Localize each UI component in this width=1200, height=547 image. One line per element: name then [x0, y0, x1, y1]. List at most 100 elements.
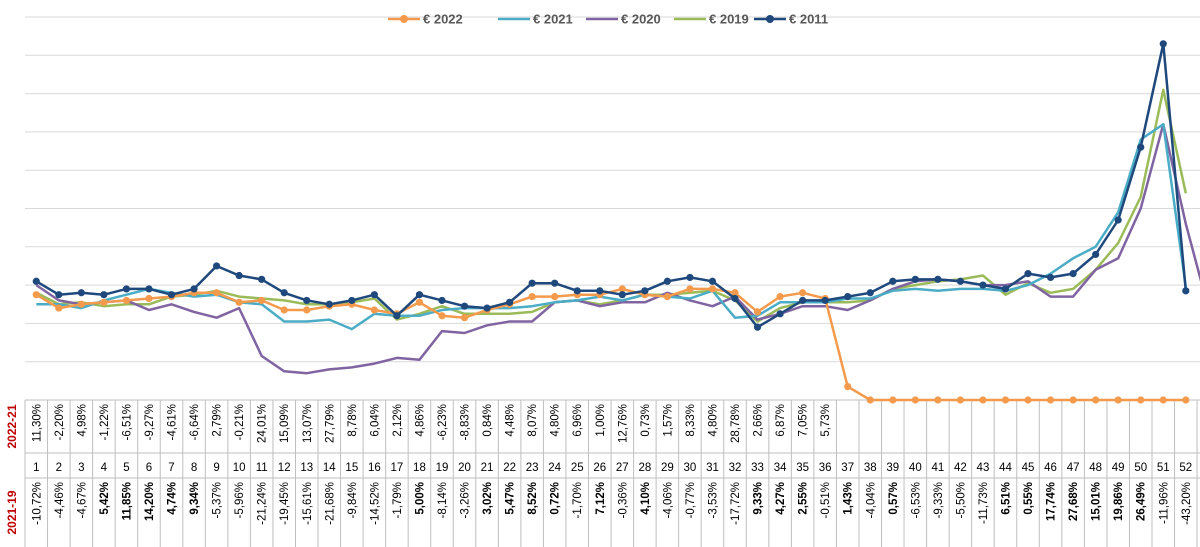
- week-label: 42: [954, 462, 967, 474]
- legend-label: € 2020: [621, 12, 661, 27]
- point-2022: [100, 298, 108, 306]
- point-2011: [821, 296, 829, 305]
- week-label: 14: [323, 462, 336, 474]
- point-2011: [641, 287, 649, 295]
- series-lines: [32, 40, 1200, 404]
- series-line-2019: [35, 88, 1188, 323]
- point-2011: [190, 285, 198, 293]
- pct-2022-21: -9,27%: [144, 404, 156, 440]
- point-2011: [911, 275, 919, 283]
- point-2011: [483, 304, 491, 312]
- point-2011: [1069, 270, 1077, 278]
- point-2011: [731, 294, 739, 303]
- pct-2022-21: 7,05%: [798, 404, 810, 437]
- pct-2021-19: -4,06%: [662, 482, 674, 518]
- point-2011: [415, 291, 424, 299]
- pct-2021-19: -3,53%: [707, 482, 719, 518]
- point-2011: [663, 277, 671, 285]
- point-2022: [1114, 396, 1122, 404]
- data-table: 2022-21 2021-19 1 11,30% -10,72% 2 -2,20% -4,46…: [5, 399, 1200, 547]
- point-2011: [1024, 270, 1032, 278]
- pct-2022-21: 4,98%: [76, 404, 88, 437]
- pct-2021-19: -9,84%: [347, 482, 359, 518]
- pct-2021-19: -15,61%: [302, 482, 314, 525]
- point-2022: [911, 396, 919, 404]
- pct-2021-19: -1,79%: [392, 482, 404, 518]
- point-2011: [460, 302, 469, 310]
- week-label: 22: [503, 462, 516, 474]
- week-label: 48: [1089, 462, 1102, 474]
- week-label: 6: [146, 462, 152, 474]
- legend-marker: [766, 15, 774, 23]
- point-2022: [799, 289, 807, 297]
- pct-2021-19: -5,37%: [212, 482, 224, 518]
- week-label: 11: [256, 462, 268, 474]
- point-2022: [280, 306, 288, 314]
- point-2022: [979, 396, 987, 404]
- week-label: 2: [56, 462, 62, 474]
- point-2022: [708, 285, 717, 293]
- point-2022: [686, 285, 694, 293]
- point-2022: [889, 396, 897, 404]
- point-2022: [866, 396, 874, 404]
- point-2011: [258, 275, 266, 283]
- pct-2022-21: 1,00%: [595, 404, 607, 437]
- point-2022: [618, 285, 626, 293]
- week-label: 4: [101, 462, 108, 474]
- week-label: 36: [819, 462, 832, 474]
- pct-2022-21: 4,80%: [707, 404, 719, 437]
- pct-2022-21: 27,79%: [324, 404, 336, 443]
- point-2022: [1069, 396, 1077, 404]
- point-2022: [753, 308, 762, 316]
- pct-2021-19: -3,26%: [460, 482, 472, 518]
- point-2011: [100, 291, 108, 299]
- pct-2022-21: 6,04%: [369, 404, 381, 437]
- point-2022: [1024, 396, 1032, 404]
- pct-2022-21: -0,21%: [234, 404, 246, 440]
- point-2022: [1159, 396, 1167, 404]
- gridlines: [25, 16, 1200, 401]
- pct-2022-21: -1,22%: [99, 404, 111, 440]
- week-label: 52: [1179, 462, 1192, 474]
- point-2011: [167, 291, 176, 299]
- point-2022: [731, 289, 739, 297]
- point-2022: [460, 314, 469, 322]
- point-2011: [753, 323, 762, 331]
- pct-2021-19: -0,51%: [820, 482, 832, 518]
- pct-2021-19: 4,27%: [775, 482, 787, 515]
- pct-2021-19: 4,74%: [167, 482, 179, 515]
- point-2011: [1092, 250, 1100, 259]
- week-label: 24: [548, 462, 561, 474]
- point-2022: [438, 312, 446, 320]
- week-label: 31: [706, 462, 719, 474]
- point-2011: [618, 291, 626, 299]
- week-label: 18: [413, 462, 426, 474]
- point-2022: [55, 304, 63, 312]
- row-label-2022-21: 2022-21: [5, 404, 19, 448]
- pct-2021-19: 5,00%: [414, 482, 426, 515]
- pct-2021-19: 14,20%: [144, 482, 156, 521]
- pct-2022-21: 6,96%: [572, 404, 584, 437]
- pct-2021-19: -4,04%: [865, 482, 877, 518]
- week-label: 5: [123, 462, 129, 474]
- point-2011: [280, 289, 288, 297]
- point-2011: [551, 279, 559, 287]
- point-2022: [1182, 396, 1190, 404]
- week-label: 39: [886, 462, 899, 474]
- pct-2021-19: -5,50%: [955, 482, 967, 518]
- point-2011: [145, 285, 153, 293]
- point-2011: [506, 298, 514, 306]
- week-label: 17: [391, 462, 404, 474]
- series-line-2011: [35, 42, 1188, 329]
- pct-2022-21: -8,83%: [460, 404, 472, 440]
- week-label: 43: [977, 462, 990, 474]
- point-2022: [844, 382, 852, 391]
- point-2011: [77, 289, 85, 297]
- pct-2022-21: 4,48%: [505, 404, 517, 437]
- point-2011: [1001, 285, 1010, 293]
- series-line-2021: [36, 122, 1188, 331]
- week-label: 41: [931, 462, 944, 474]
- pct-2022-21: 28,78%: [730, 404, 742, 443]
- point-2022: [1137, 396, 1145, 404]
